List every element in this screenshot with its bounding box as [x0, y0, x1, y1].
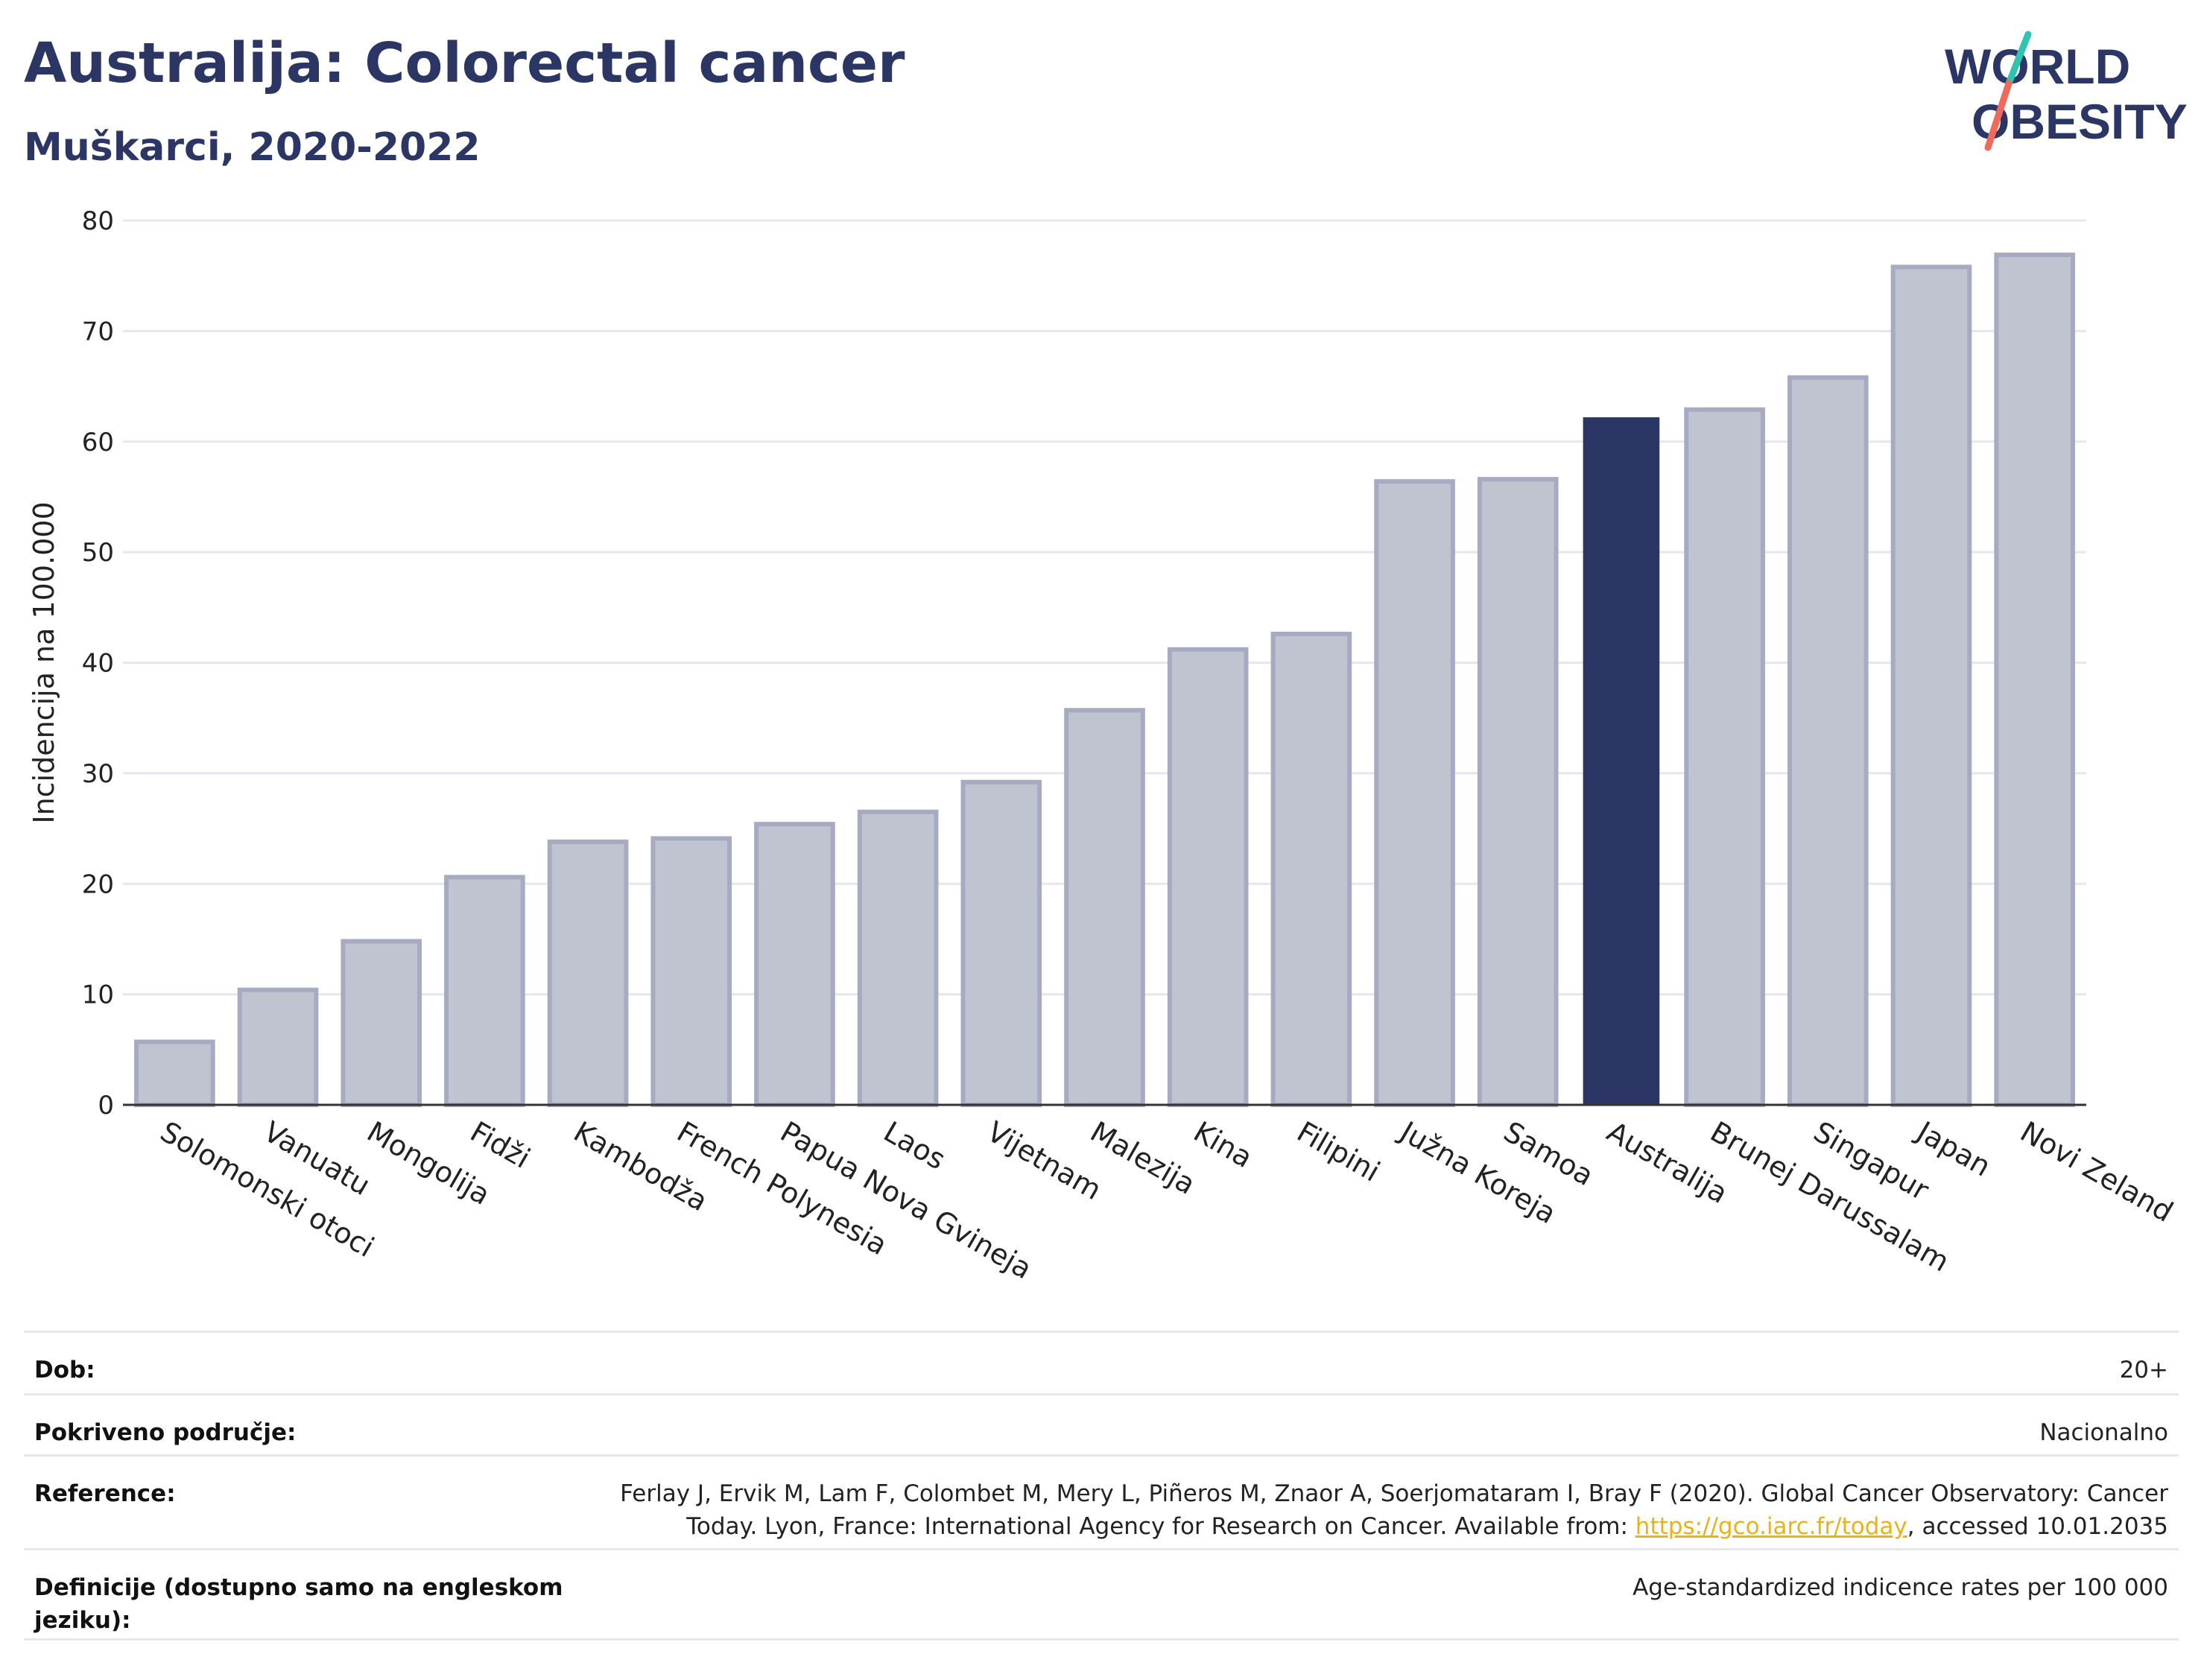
- age-value: 20+: [2119, 1357, 2168, 1383]
- reference-line-2: Today. Lyon, France: International Agenc…: [620, 1510, 2168, 1543]
- meta-row-age: Dob: 20+: [24, 1331, 2179, 1393]
- logo-slash-teal: [2005, 31, 2032, 87]
- y-tick-label: 70: [82, 317, 114, 346]
- x-tick-label: Malezija: [1085, 1115, 1201, 1201]
- y-tick-label: 0: [98, 1091, 114, 1120]
- y-tick-label: 60: [82, 428, 114, 457]
- x-tick-label: Filipini: [1291, 1115, 1385, 1188]
- bar: [1064, 708, 1145, 1107]
- logo-text-world: WORLD: [1945, 39, 2130, 94]
- y-tick-label: 20: [82, 869, 114, 899]
- reference-text-pre: Today. Lyon, France: International Agenc…: [686, 1513, 1635, 1540]
- bar: [1994, 252, 2075, 1108]
- x-tick-label: Kina: [1188, 1115, 1258, 1175]
- reference-text-post: , accessed 10.01.2035: [1907, 1513, 2168, 1540]
- bar: [1787, 375, 1869, 1107]
- reference-link[interactable]: https://gco.iarc.fr/today: [1635, 1513, 1907, 1540]
- bar: [1890, 264, 1972, 1107]
- bar: [960, 779, 1042, 1107]
- world-obesity-logo: WORLD OBESITY: [1945, 31, 2188, 151]
- bar: [650, 836, 732, 1107]
- reference-value: Ferlay J, Ervik M, Lam F, Colombet M, Me…: [620, 1477, 2168, 1543]
- page-subtitle: Muškarci, 2020-2022: [24, 125, 481, 170]
- bar: [237, 987, 319, 1107]
- x-tick-label: Vijetnam: [981, 1115, 1106, 1207]
- bar: [1167, 647, 1249, 1107]
- y-tick-label: 80: [82, 206, 114, 236]
- bar: [547, 839, 629, 1108]
- coverage-label: Pokriveno područje:: [34, 1419, 297, 1446]
- bar: [134, 1039, 215, 1108]
- bar: [1684, 407, 1765, 1107]
- age-label: Dob:: [34, 1357, 95, 1383]
- bar: [754, 822, 835, 1107]
- bar-highlight: [1583, 417, 1660, 1105]
- logo-slash-coral: [1984, 80, 2013, 151]
- definitions-label: Definicije (dostupno samo na engleskom j…: [34, 1574, 563, 1634]
- reference-line-1: Ferlay J, Ervik M, Lam F, Colombet M, Me…: [620, 1480, 2168, 1507]
- y-tick-label: 30: [82, 759, 114, 789]
- meta-row-reference: Reference: Ferlay J, Ervik M, Lam F, Col…: [24, 1454, 2179, 1548]
- bar: [341, 939, 422, 1108]
- reference-label: Reference:: [34, 1480, 176, 1507]
- definitions-value: Age-standardized indicence rates per 100…: [1633, 1574, 2168, 1601]
- y-axis-label: Incidencija na 100.000: [28, 501, 60, 823]
- bar: [1270, 631, 1352, 1107]
- x-tick-label: Laos: [878, 1115, 951, 1176]
- meta-row-definitions: Definicije (dostupno samo na engleskom j…: [24, 1548, 2179, 1641]
- x-tick-label: Fidži: [465, 1115, 536, 1175]
- x-tick-label: Novi Zeland: [2015, 1115, 2179, 1229]
- bar: [1374, 479, 1455, 1107]
- coverage-value: Nacionalno: [2039, 1419, 2168, 1446]
- bar: [857, 809, 939, 1108]
- metadata-table: Dob: 20+ Pokriveno područje: Nacionalno …: [24, 1331, 2179, 1641]
- bar: [1477, 477, 1559, 1107]
- y-tick-label: 40: [82, 649, 114, 679]
- logo-text-obesity: OBESITY: [1972, 94, 2188, 149]
- page-title: Australija: Colorectal cancer: [24, 31, 905, 95]
- meta-row-coverage: Pokriveno područje: Nacionalno: [24, 1393, 2179, 1454]
- y-tick-label: 10: [82, 980, 114, 1010]
- bar: [444, 875, 525, 1108]
- y-tick-label: 50: [82, 538, 114, 568]
